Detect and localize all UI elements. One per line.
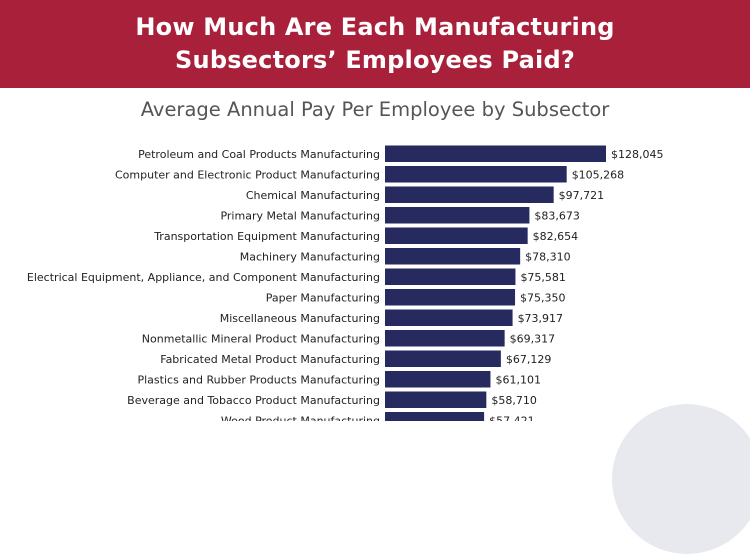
bar-10 — [385, 350, 501, 367]
value-label-12: $58,710 — [491, 394, 537, 407]
bar-13 — [385, 412, 485, 421]
bar-5 — [385, 248, 521, 265]
category-label-12: Beverage and Tobacco Product Manufacturi… — [127, 394, 380, 407]
decorative-circle — [612, 404, 750, 554]
bar-7 — [385, 289, 516, 306]
category-label-7: Paper Manufacturing — [266, 291, 380, 304]
bar-chart: Petroleum and Coal Products Manufacturin… — [27, 145, 664, 421]
bar-4 — [385, 227, 528, 244]
value-label-8: $73,917 — [518, 312, 564, 325]
title-banner: How Much Are Each Manufacturing Subsecto… — [0, 0, 750, 88]
bar-0 — [385, 145, 606, 162]
category-label-3: Primary Metal Manufacturing — [220, 209, 380, 222]
category-label-9: Nonmetallic Mineral Product Manufacturin… — [142, 332, 380, 345]
category-label-2: Chemical Manufacturing — [246, 189, 380, 202]
value-label-5: $78,310 — [525, 250, 571, 263]
bar-6 — [385, 268, 516, 285]
value-label-9: $69,317 — [510, 332, 556, 345]
category-label-8: Miscellaneous Manufacturing — [220, 312, 380, 325]
category-label-0: Petroleum and Coal Products Manufacturin… — [138, 148, 380, 161]
chart-title: Average Annual Pay Per Employee by Subse… — [140, 98, 610, 121]
category-label-13: Wood Product Manufacturing — [221, 414, 380, 421]
value-label-4: $82,654 — [533, 230, 579, 243]
value-label-13: $57,421 — [489, 414, 534, 421]
bar-12 — [385, 391, 487, 408]
bar-11 — [385, 371, 491, 388]
bar-1 — [385, 166, 567, 183]
value-label-3: $83,673 — [534, 209, 580, 222]
value-label-6: $75,581 — [520, 271, 566, 284]
value-label-1: $105,268 — [572, 168, 625, 181]
bar-3 — [385, 207, 530, 224]
category-label-11: Plastics and Rubber Products Manufacturi… — [137, 373, 380, 386]
value-label-11: $61,101 — [495, 373, 541, 386]
category-label-4: Transportation Equipment Manufacturing — [153, 230, 380, 243]
category-label-6: Electrical Equipment, Appliance, and Com… — [27, 271, 380, 284]
bar-2 — [385, 186, 554, 203]
value-label-10: $67,129 — [506, 353, 552, 366]
category-label-5: Machinery Manufacturing — [240, 250, 380, 263]
banner-title-line-1: How Much Are Each Manufacturing — [135, 13, 615, 41]
banner-title-line-2: Subsectors’ Employees Paid? — [175, 46, 575, 74]
bar-8 — [385, 309, 513, 326]
category-label-1: Computer and Electronic Product Manufact… — [115, 168, 380, 181]
bar-9 — [385, 330, 505, 347]
value-label-2: $97,721 — [559, 189, 605, 202]
category-label-10: Fabricated Metal Product Manufacturing — [160, 353, 380, 366]
value-label-0: $128,045 — [611, 148, 664, 161]
value-label-7: $75,350 — [520, 291, 566, 304]
